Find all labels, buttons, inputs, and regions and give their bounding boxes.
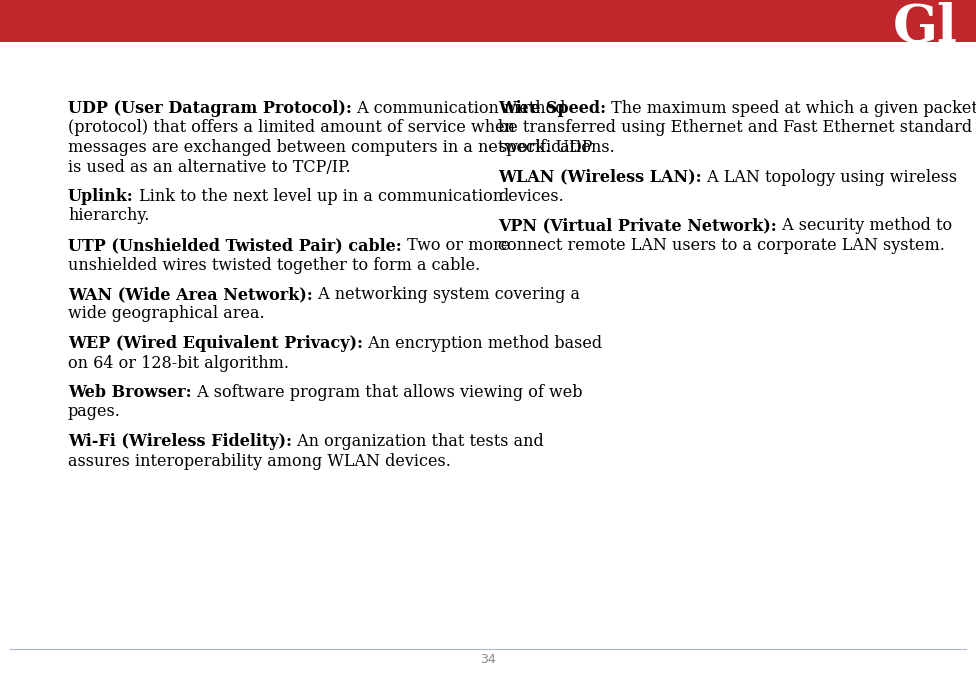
Text: connect remote LAN users to a corporate LAN system.: connect remote LAN users to a corporate … — [498, 237, 945, 254]
Text: A software program that allows viewing of web: A software program that allows viewing o… — [191, 384, 582, 401]
Text: A security method to: A security method to — [777, 217, 952, 234]
Text: Two or more: Two or more — [402, 237, 510, 254]
Text: VPN (Virtual Private Network):: VPN (Virtual Private Network): — [498, 217, 777, 234]
Text: The maximum speed at which a given packet can: The maximum speed at which a given packe… — [606, 100, 976, 117]
Text: WLAN (Wireless LAN):: WLAN (Wireless LAN): — [498, 169, 702, 186]
Text: (protocol) that offers a limited amount of service when: (protocol) that offers a limited amount … — [68, 119, 515, 136]
Text: wide geographical area.: wide geographical area. — [68, 306, 264, 323]
Text: A communication method: A communication method — [352, 100, 565, 117]
Text: messages are exchanged between computers in a network. UDP: messages are exchanged between computers… — [68, 139, 592, 156]
Text: Web Browser:: Web Browser: — [68, 384, 191, 401]
Bar — [0, 0, 976, 42]
Text: unshielded wires twisted together to form a cable.: unshielded wires twisted together to for… — [68, 256, 480, 273]
Text: UDP (User Datagram Protocol):: UDP (User Datagram Protocol): — [68, 100, 352, 117]
Text: WAN (Wide Area Network):: WAN (Wide Area Network): — [68, 286, 312, 303]
Text: Wi-Fi (Wireless Fidelity):: Wi-Fi (Wireless Fidelity): — [68, 433, 292, 450]
Text: UTP (Unshielded Twisted Pair) cable:: UTP (Unshielded Twisted Pair) cable: — [68, 237, 402, 254]
Text: Gl: Gl — [893, 2, 958, 53]
Text: WEP (Wired Equivalent Privacy):: WEP (Wired Equivalent Privacy): — [68, 335, 363, 352]
Text: A LAN topology using wireless: A LAN topology using wireless — [702, 169, 956, 186]
Text: Link to the next level up in a communication: Link to the next level up in a communica… — [134, 188, 503, 205]
Text: An organization that tests and: An organization that tests and — [292, 433, 544, 450]
Text: devices.: devices. — [498, 188, 564, 205]
Text: on 64 or 128-bit algorithm.: on 64 or 128-bit algorithm. — [68, 354, 289, 371]
Text: assures interoperability among WLAN devices.: assures interoperability among WLAN devi… — [68, 452, 451, 470]
Text: is used as an alternative to TCP/IP.: is used as an alternative to TCP/IP. — [68, 159, 350, 176]
Text: An encryption method based: An encryption method based — [363, 335, 602, 352]
Text: Wire Speed:: Wire Speed: — [498, 100, 606, 117]
Text: 34: 34 — [480, 653, 496, 666]
Text: pages.: pages. — [68, 404, 121, 421]
Text: specifications.: specifications. — [498, 139, 615, 156]
Text: hierarchy.: hierarchy. — [68, 207, 149, 225]
Text: A networking system covering a: A networking system covering a — [312, 286, 580, 303]
Text: be transferred using Ethernet and Fast Ethernet standard: be transferred using Ethernet and Fast E… — [498, 119, 972, 136]
Text: Uplink:: Uplink: — [68, 188, 134, 205]
